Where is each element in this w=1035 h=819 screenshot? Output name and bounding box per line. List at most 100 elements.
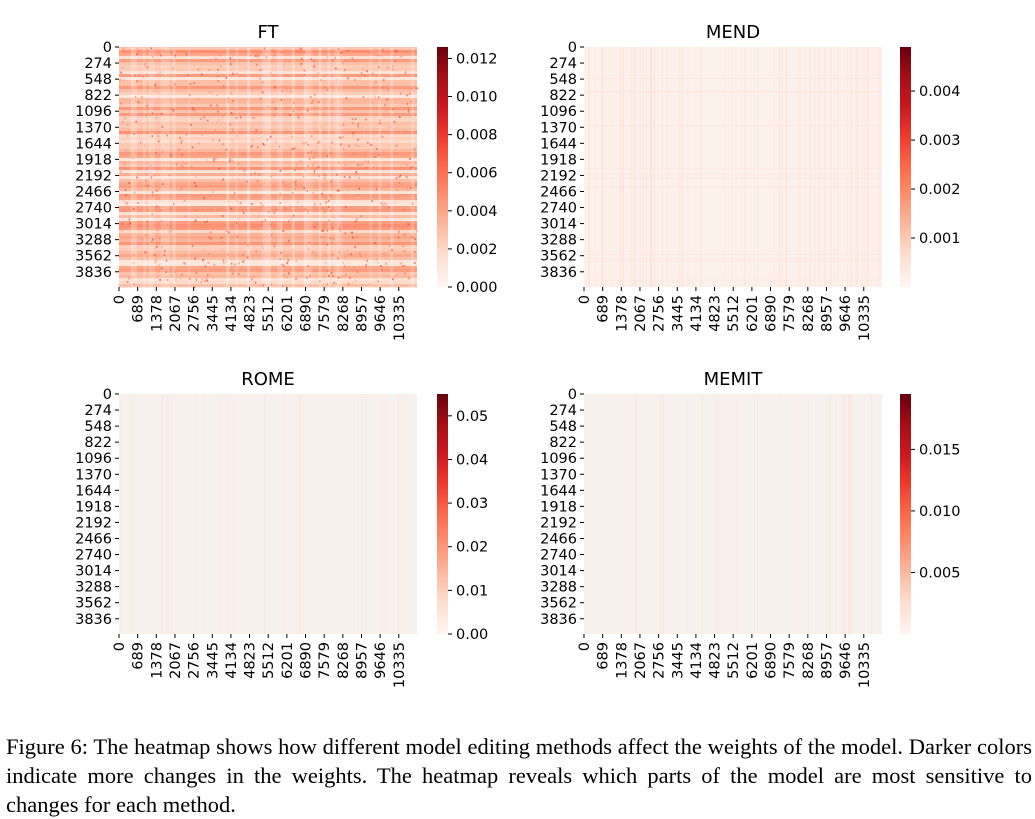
colorbar	[900, 394, 911, 634]
colorbar-tick-label: 0.001	[919, 231, 961, 247]
colorbar-tick-label: 0.04	[456, 452, 488, 468]
colorbar-tick-label: 0.01	[456, 583, 488, 599]
x-tick-label: 8957	[354, 642, 370, 679]
x-tick-label: 1378	[149, 642, 165, 679]
heatmap-cells	[119, 394, 417, 634]
y-tick-label: 548	[549, 72, 577, 88]
y-tick-label: 1370	[540, 467, 577, 483]
x-tick-label: 10335	[857, 295, 873, 341]
x-tick-label: 5512	[261, 295, 277, 332]
y-tick-label: 2192	[75, 168, 112, 184]
x-tick-label: 7579	[317, 295, 333, 332]
y-tick-label: 1918	[540, 152, 577, 168]
y-tick-label: 3562	[540, 596, 577, 612]
colorbar-tick-label: 0.00	[456, 627, 488, 643]
x-tick-label: 0	[577, 295, 593, 304]
x-tick-label: 689	[131, 642, 147, 670]
y-tick-label: 1370	[540, 120, 577, 136]
y-tick-label: 3836	[75, 265, 112, 281]
x-tick-label: 2756	[652, 642, 668, 679]
y-tick-label: 1370	[75, 120, 112, 136]
y-tick-label: 1370	[75, 467, 112, 483]
x-tick-label: 8268	[336, 295, 352, 332]
colorbar-tick-label: 0.004	[919, 84, 961, 100]
y-tick-label: 3288	[75, 233, 112, 249]
y-tick-label: 1096	[75, 104, 112, 120]
heatmap-panel-memit: MEMIT02745488221096137016441918219224662…	[540, 369, 960, 688]
heatmap-panel-rome: ROME027454882210961370164419182192246627…	[75, 369, 488, 688]
y-tick-label: 0	[103, 387, 112, 403]
heatmap-cells	[119, 47, 419, 289]
colorbar-tick-label: 0.010	[456, 90, 498, 106]
x-tick-label: 689	[131, 295, 147, 323]
y-tick-label: 1644	[75, 136, 112, 152]
y-tick-label: 274	[549, 56, 577, 72]
colorbar-tick-label: 0.015	[919, 442, 961, 458]
colorbar-tick-label: 0.010	[919, 504, 961, 520]
x-tick-label: 5512	[726, 642, 742, 679]
y-tick-label: 548	[84, 72, 112, 88]
y-tick-label: 2466	[75, 184, 112, 200]
x-tick-label: 6201	[745, 295, 761, 332]
y-tick-label: 274	[84, 56, 112, 72]
y-tick-label: 3288	[75, 580, 112, 596]
y-tick-label: 274	[549, 403, 577, 419]
x-tick-label: 0	[577, 642, 593, 651]
y-tick-label: 2740	[75, 201, 112, 217]
x-tick-label: 6890	[299, 642, 315, 679]
y-tick-label: 2466	[75, 531, 112, 547]
y-tick-label: 3014	[540, 564, 577, 580]
x-tick-label: 9646	[373, 295, 389, 332]
x-tick-label: 9646	[373, 642, 389, 679]
x-tick-label: 2756	[187, 642, 203, 679]
x-tick-label: 9646	[838, 295, 854, 332]
colorbar	[437, 394, 448, 634]
x-tick-label: 1378	[614, 295, 630, 332]
y-tick-label: 3014	[540, 217, 577, 233]
x-tick-label: 9646	[838, 642, 854, 679]
y-tick-label: 1096	[540, 451, 577, 467]
y-tick-label: 0	[568, 40, 577, 56]
y-tick-label: 1644	[540, 483, 577, 499]
colorbar-tick-label: 0.02	[456, 540, 488, 556]
heatmap-panel-mend: MEND027454882210961370164419182192246627…	[540, 22, 960, 341]
colorbar-tick-label: 0.012	[456, 51, 498, 67]
colorbar-tick-label: 0.003	[919, 133, 961, 149]
x-tick-label: 2756	[652, 295, 668, 332]
x-tick-label: 4823	[708, 295, 724, 332]
x-tick-label: 689	[596, 295, 612, 323]
x-tick-label: 2067	[633, 295, 649, 332]
y-tick-label: 3288	[540, 580, 577, 596]
y-tick-label: 822	[84, 435, 112, 451]
y-tick-label: 1918	[540, 499, 577, 515]
x-tick-label: 6890	[299, 295, 315, 332]
x-tick-label: 10335	[857, 642, 873, 688]
x-tick-label: 5512	[261, 642, 277, 679]
colorbar-tick-label: 0.005	[919, 565, 961, 581]
x-tick-label: 3445	[205, 295, 221, 332]
y-tick-label: 0	[103, 40, 112, 56]
x-tick-label: 2067	[633, 642, 649, 679]
y-tick-label: 1096	[540, 104, 577, 120]
x-tick-label: 3445	[670, 295, 686, 332]
x-tick-label: 2067	[168, 295, 184, 332]
y-tick-label: 548	[549, 419, 577, 435]
y-tick-label: 2740	[540, 201, 577, 217]
figure-caption: Figure 6: The heatmap shows how differen…	[6, 734, 1032, 817]
x-tick-label: 1378	[614, 642, 630, 679]
x-tick-label: 689	[596, 642, 612, 670]
y-tick-label: 822	[84, 88, 112, 104]
colorbar-tick-label: 0.002	[919, 182, 961, 198]
heatmap-cells	[584, 394, 882, 634]
x-tick-label: 2067	[168, 642, 184, 679]
y-tick-label: 3014	[75, 217, 112, 233]
y-tick-label: 822	[549, 435, 577, 451]
y-tick-label: 1918	[75, 152, 112, 168]
y-tick-label: 3836	[75, 612, 112, 628]
y-tick-label: 3562	[540, 249, 577, 265]
x-tick-label: 3445	[205, 642, 221, 679]
x-tick-label: 4823	[243, 642, 259, 679]
x-tick-label: 0	[112, 295, 128, 304]
x-tick-label: 1378	[149, 295, 165, 332]
y-tick-label: 1644	[75, 483, 112, 499]
